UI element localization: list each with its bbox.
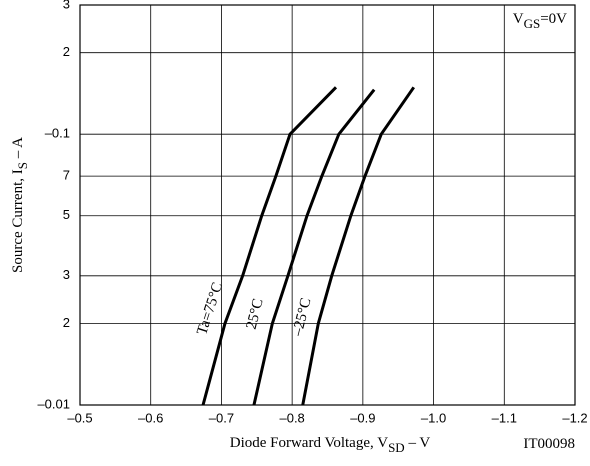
y-tick-label: –0.01	[37, 396, 70, 411]
y-tick-label: 3	[63, 267, 70, 282]
y-tick-label: 2	[63, 315, 70, 330]
y-axis-title: Source Current, IS – A	[10, 137, 30, 273]
annotation: VGS=0V	[513, 11, 567, 31]
y-tick-label: 2	[63, 44, 70, 59]
curve-label: –25°C	[289, 296, 314, 338]
y-tick-label: 7	[63, 168, 70, 183]
curve-label: 25°C	[244, 297, 267, 331]
x-tick-label: –0.6	[138, 410, 163, 425]
figure-code: IT00098	[523, 436, 575, 452]
x-tick-label: –1.1	[492, 410, 517, 425]
curve	[201, 86, 338, 406]
y-tick-label: –0.1	[45, 126, 70, 141]
plot-frame	[79, 4, 576, 406]
x-tick-label: –0.7	[209, 410, 234, 425]
x-tick-label: –0.8	[279, 410, 304, 425]
x-axis-title: Diode Forward Voltage, VSD – V	[230, 435, 431, 455]
x-tick-label: –1.2	[562, 410, 587, 425]
x-tick-label: –1.0	[421, 410, 446, 425]
curve	[301, 86, 416, 406]
y-tick-label: 5	[63, 207, 70, 222]
x-tick-label: –0.9	[350, 410, 375, 425]
y-tick-label: 3	[63, 0, 70, 11]
curve	[252, 88, 376, 406]
x-tick-label: –0.5	[67, 410, 92, 425]
